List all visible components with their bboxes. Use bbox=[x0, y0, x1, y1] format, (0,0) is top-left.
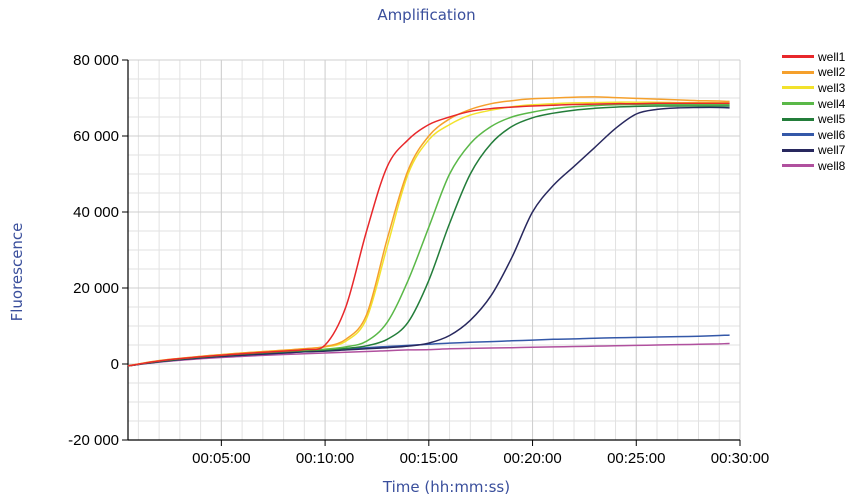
legend: well1 well2 well3 well4 well5 well6 well7 well8 bbox=[782, 49, 845, 174]
y-tick-label: 80 000 bbox=[73, 52, 119, 69]
y-tick-label: 40 000 bbox=[73, 204, 119, 221]
y-tick-label: 60 000 bbox=[73, 128, 119, 145]
y-tick-label: 0 bbox=[111, 356, 119, 373]
x-axis-title: Time (hh:mm:ss) bbox=[382, 478, 511, 496]
series-line-well2 bbox=[127, 96, 730, 367]
legend-item-well3: well3 bbox=[782, 80, 845, 96]
legend-label: well1 bbox=[818, 49, 846, 64]
y-axis-ticks: -20 000 0 20 000 40 000 60 000 80 000 bbox=[68, 52, 128, 449]
x-tick-label: 00:05:00 bbox=[192, 450, 250, 467]
x-tick-label: 00:25:00 bbox=[607, 450, 665, 467]
legend-item-well8: well8 bbox=[782, 158, 845, 174]
legend-swatch bbox=[782, 86, 814, 90]
legend-item-well6: well6 bbox=[782, 127, 845, 143]
legend-label: well8 bbox=[818, 158, 846, 173]
series-line-well7 bbox=[127, 106, 730, 367]
legend-swatch bbox=[782, 70, 814, 74]
series-lines bbox=[127, 96, 730, 367]
x-tick-label: 00:10:00 bbox=[296, 450, 354, 467]
legend-swatch bbox=[782, 148, 814, 152]
legend-item-well5: well5 bbox=[782, 111, 845, 127]
legend-label: well7 bbox=[818, 143, 846, 158]
legend-swatch bbox=[782, 133, 814, 137]
y-tick-label: 20 000 bbox=[73, 280, 119, 297]
legend-swatch bbox=[782, 117, 814, 121]
chart-title: Amplification bbox=[377, 6, 476, 24]
legend-label: well5 bbox=[818, 112, 846, 127]
legend-label: well2 bbox=[818, 65, 846, 80]
x-tick-label: 00:20:00 bbox=[503, 450, 561, 467]
minor-gridlines bbox=[128, 59, 741, 441]
legend-swatch bbox=[782, 164, 814, 168]
legend-label: well6 bbox=[818, 127, 846, 142]
legend-swatch bbox=[782, 55, 814, 59]
series-line-well8 bbox=[127, 342, 730, 367]
legend-item-well7: well7 bbox=[782, 143, 845, 159]
series-line-well1 bbox=[127, 102, 730, 367]
legend-item-well4: well4 bbox=[782, 96, 845, 112]
axes bbox=[127, 60, 740, 441]
x-tick-label: 00:30:00 bbox=[711, 450, 769, 467]
y-tick-label: -20 000 bbox=[68, 432, 119, 449]
legend-item-well1: well1 bbox=[782, 49, 845, 65]
x-tick-label: 00:15:00 bbox=[400, 450, 458, 467]
x-axis-ticks: 00:05:00 00:10:00 00:15:00 00:20:00 00:25:00… bbox=[192, 440, 769, 467]
legend-item-well2: well2 bbox=[782, 65, 845, 81]
legend-label: well4 bbox=[818, 96, 846, 111]
legend-label: well3 bbox=[818, 80, 846, 95]
legend-swatch bbox=[782, 102, 814, 106]
